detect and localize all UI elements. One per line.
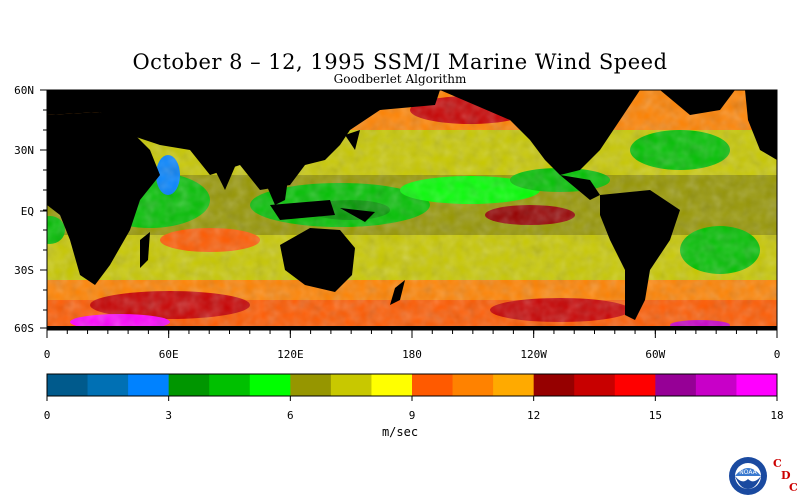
map-panel (47, 90, 777, 330)
colorbar-swatch (493, 374, 535, 396)
colorbar-swatch (452, 374, 494, 396)
map-subtitle: Goodberlet Algorithm (333, 72, 467, 86)
colorbar-tick-label: 0 (44, 409, 51, 422)
lat-label: 60N (14, 84, 34, 97)
colorbar-swatch (371, 374, 413, 396)
land-antarctica (47, 326, 777, 330)
colorbar-swatch (736, 374, 778, 396)
land-masses (47, 90, 777, 330)
colorbar-tick-label: 18 (770, 409, 783, 422)
colorbar-swatch (574, 374, 616, 396)
land-europe (745, 90, 777, 160)
colorbar-swatch (290, 374, 332, 396)
lon-label: 180 (402, 348, 422, 361)
cdc-letter-2: D (781, 469, 791, 482)
colorbar (46, 373, 778, 397)
land-australia (280, 228, 355, 292)
colorbar-swatch (695, 374, 737, 396)
latitude-axis: 60N 30N EQ 30S 60S (14, 84, 47, 335)
colorbar-tick-label: 6 (287, 409, 294, 422)
lon-label: 0 (44, 348, 51, 361)
land-south-america (600, 190, 680, 320)
land-new-zealand (390, 280, 405, 305)
colorbar-swatch (128, 374, 170, 396)
cdc-letter-3: C (789, 481, 798, 494)
colorbar-tick-label: 12 (527, 409, 540, 422)
lon-label: 0 (774, 348, 781, 361)
land-madagascar (140, 232, 150, 268)
colorbar-swatch (249, 374, 291, 396)
longitude-axis: 0 60E 120E 180 120W 60W 0 (44, 330, 781, 361)
lon-label: 120W (520, 348, 547, 361)
colorbar-swatch (209, 374, 251, 396)
land-indonesia (270, 200, 335, 220)
lat-label: EQ (21, 205, 34, 218)
colorbar-swatch (330, 374, 372, 396)
land-new-guinea (340, 208, 375, 222)
colorbar-tick-label: 15 (649, 409, 662, 422)
colorbar-tick-label: 3 (165, 409, 172, 422)
land-indochina (260, 165, 290, 205)
colorbar-swatch (168, 374, 210, 396)
land-japan (345, 130, 360, 150)
map-title: October 8 – 12, 1995 SSM/I Marine Wind S… (132, 50, 668, 74)
lat-label: 60S (14, 322, 34, 335)
noaa-cdc-logo: NOAA C D C (729, 457, 798, 495)
colorbar-swatch (533, 374, 575, 396)
noaa-logo-text: NOAA (739, 469, 757, 476)
land-africa (47, 112, 160, 285)
colorbar-ticks: 0 3 6 9 12 15 18 (44, 396, 784, 422)
land-eurasia (47, 90, 440, 190)
colorbar-swatch (655, 374, 697, 396)
land-north-america (440, 90, 640, 175)
lon-label: 60E (159, 348, 179, 361)
land-greenland (660, 90, 735, 115)
colorbar-swatch (47, 374, 89, 396)
land-india (205, 150, 240, 190)
colorbar-swatch (87, 374, 129, 396)
lon-label: 60W (645, 348, 665, 361)
cdc-letter-1: C (773, 457, 782, 470)
land-central-america (560, 175, 600, 200)
lat-label: 30S (14, 264, 34, 277)
lon-label: 120E (277, 348, 304, 361)
lat-label: 30N (14, 144, 34, 157)
colorbar-swatch (614, 374, 656, 396)
colorbar-unit: m/sec (381, 425, 419, 439)
colorbar-tick-label: 9 (409, 409, 416, 422)
colorbar-swatch (412, 374, 454, 396)
